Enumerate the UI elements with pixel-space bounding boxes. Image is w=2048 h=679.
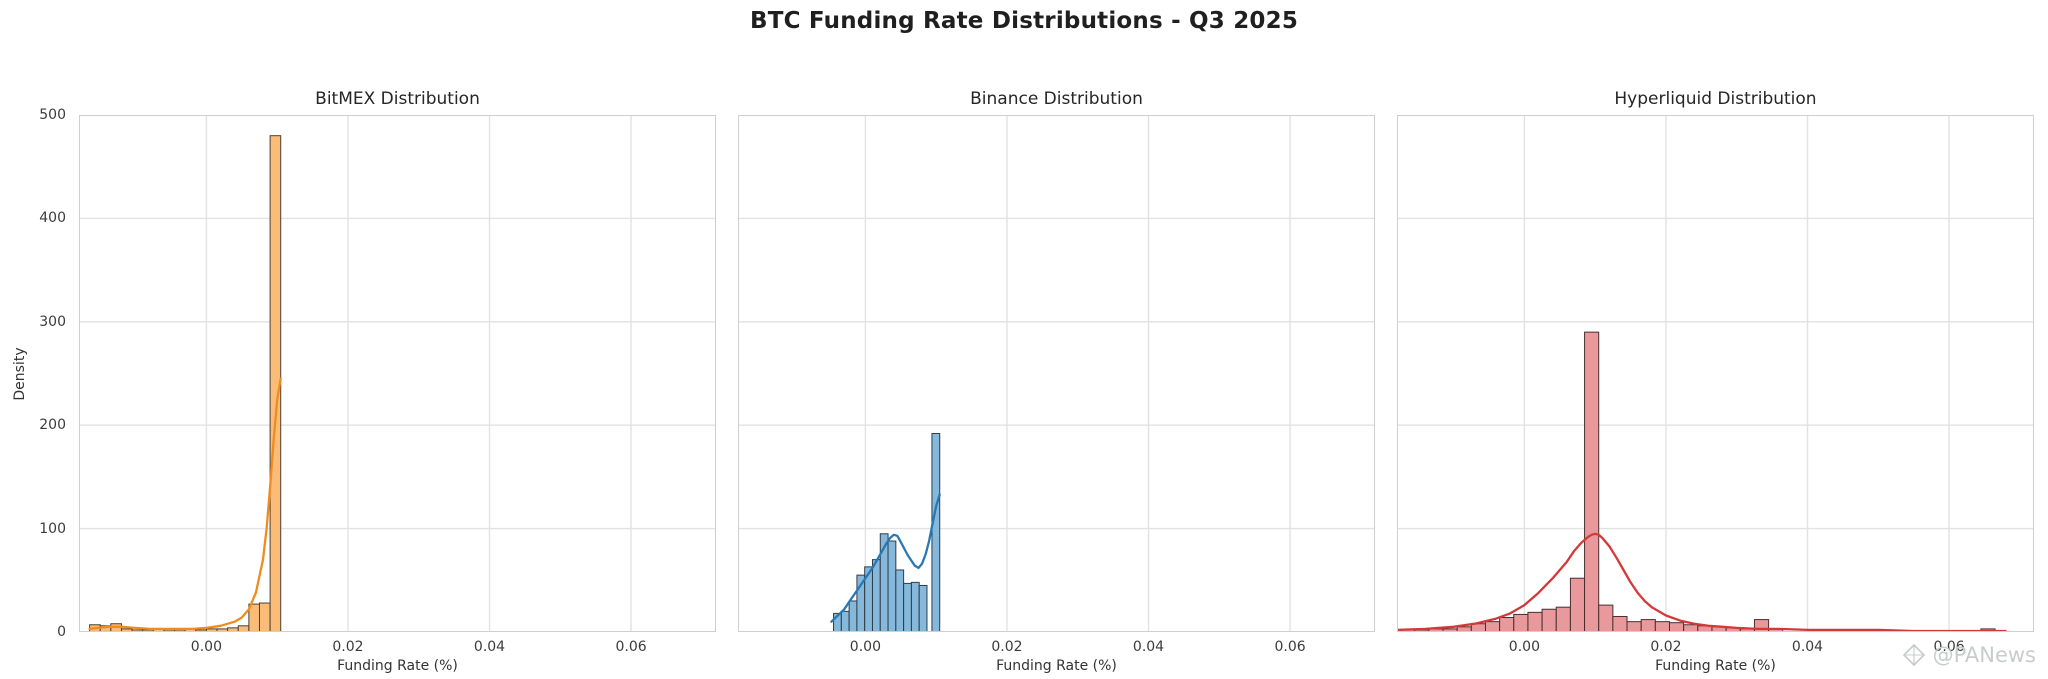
panel-hyperliquid-title: Hyperliquid Distribution bbox=[1614, 89, 1817, 109]
x-tick-label: 0.02 bbox=[332, 639, 364, 655]
x-tick-label: 0.04 bbox=[1791, 639, 1824, 655]
panews-logo-icon bbox=[1902, 643, 1925, 667]
watermark: @PANews bbox=[1902, 643, 2036, 667]
watermark-text: @PANews bbox=[1932, 643, 2036, 667]
hyperliquid-histogram-plot bbox=[1397, 115, 2034, 632]
bitmex-x-axis-label: Funding Rate (%) bbox=[337, 658, 458, 674]
bitmex-x-tick-labels: 0.00 0.02 0.04 0.06 bbox=[79, 632, 716, 655]
y-tick-label: 200 bbox=[39, 417, 66, 434]
binance-x-axis-label: Funding Rate (%) bbox=[996, 658, 1117, 674]
hyperliquid-x-axis-label: Funding Rate (%) bbox=[1655, 658, 1776, 674]
panel-bitmex-title: BitMEX Distribution bbox=[315, 89, 480, 109]
x-tick-label: 0.02 bbox=[991, 639, 1023, 655]
hyperliquid-x-tick-labels: 0.00 0.02 0.04 0.06 bbox=[1397, 632, 2034, 655]
binance-x-tick-labels: 0.00 0.02 0.04 0.06 bbox=[738, 632, 1375, 655]
x-tick-label: 0.02 bbox=[1650, 639, 1682, 655]
y-axis-tick-labels: 0 100 200 300 400 500 bbox=[0, 107, 72, 640]
x-tick-label: 0.04 bbox=[1132, 639, 1165, 655]
x-tick-label: 0.00 bbox=[1508, 639, 1540, 655]
x-tick-label: 0.04 bbox=[473, 639, 506, 655]
panel-hyperliquid: Hyperliquid Distribution 0.00 0.02 0.04 0.0… bbox=[1397, 89, 2034, 674]
bitmex-histogram-plot bbox=[79, 115, 716, 632]
y-tick-label: 300 bbox=[39, 313, 66, 330]
x-tick-label: 0.06 bbox=[615, 639, 647, 655]
x-tick-label: 0.00 bbox=[190, 639, 222, 655]
binance-histogram-plot bbox=[738, 115, 1375, 632]
y-tick-label: 500 bbox=[39, 107, 66, 123]
panel-binance-title: Binance Distribution bbox=[970, 89, 1143, 109]
y-tick-label: 0 bbox=[57, 624, 66, 640]
panel-bitmex: BitMEX Distribution 0.00 0.02 0.04 0.06 Fun… bbox=[79, 89, 716, 674]
x-tick-label: 0.06 bbox=[1274, 639, 1306, 655]
y-tick-label: 400 bbox=[39, 210, 66, 227]
figure-title: BTC Funding Rate Distributions - Q3 2025 bbox=[749, 8, 1299, 34]
y-tick-label: 100 bbox=[39, 520, 66, 537]
panel-binance: Binance Distribution 0.00 0.02 0.04 0.06 Fu… bbox=[738, 89, 1375, 674]
x-tick-label: 0.06 bbox=[1933, 639, 1965, 655]
x-tick-label: 0.00 bbox=[849, 639, 881, 655]
